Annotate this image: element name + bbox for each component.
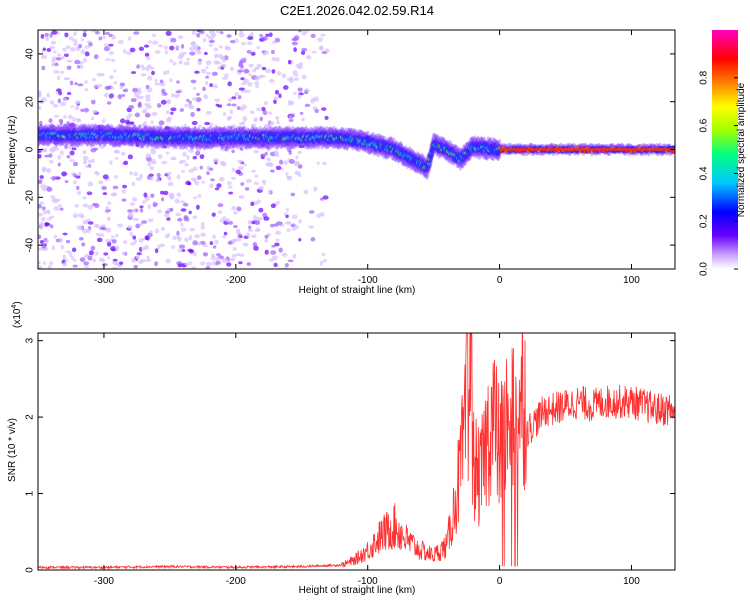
y-tick-label: 2	[25, 414, 36, 420]
colorbar-tick-label: 0.0	[699, 262, 710, 276]
y-tick-label: 1	[25, 490, 36, 496]
snr-y-axis-label: SNR (10 * v/v)	[7, 418, 18, 482]
colorbar-label: Normalized spectral amplitude	[736, 82, 747, 217]
spectrogram-y-axis-label: Frequency (Hz)	[7, 116, 18, 185]
snr-series-line	[38, 333, 675, 570]
spectrogram-x-ticks: -300 -200 -100 0 100	[94, 30, 640, 286]
colorbar-ticks: 0.0 0.2 0.4 0.6 0.8	[699, 70, 738, 276]
snr-y-ticks: 0 1 2 3	[25, 337, 675, 573]
colorbar-gradient	[712, 30, 738, 269]
snr-x-ticks: -300 -200 -100 0 100	[94, 333, 640, 587]
y-tick-label: 3	[25, 337, 36, 343]
colorbar-tick-label: 0.2	[699, 214, 710, 228]
colorbar-tick-label: 0.6	[699, 118, 710, 132]
y-tick-label: -40	[25, 237, 36, 252]
y-tick-label: 40	[25, 48, 36, 60]
x-tick-label: 0	[497, 275, 503, 286]
y-tick-label: 0	[25, 567, 36, 573]
x-tick-label: -200	[226, 275, 246, 286]
snr-plot-area	[38, 333, 675, 570]
x-tick-label: 0	[497, 576, 503, 587]
snr-scale-label: (x104)	[11, 301, 23, 328]
x-tick-label: -100	[358, 275, 378, 286]
x-tick-label: -300	[94, 576, 114, 587]
x-tick-label: 100	[623, 576, 640, 587]
x-tick-label: -100	[358, 576, 378, 587]
snr-x-axis-label: Height of straight line (km)	[299, 585, 416, 596]
spectrogram-x-axis-label: Height of straight line (km)	[299, 285, 416, 296]
y-tick-label: 0	[25, 146, 36, 152]
snr-panel: -300 -200 -100 0 100 0 1 2 3 Height of straight…	[7, 301, 676, 596]
x-tick-label: -300	[94, 275, 114, 286]
colorbar: 0.0 0.2 0.4 0.6 0.8 Normalized spectral ampl…	[699, 30, 747, 276]
snr-frame	[37, 332, 676, 571]
colorbar-tick-label: 0.8	[699, 70, 710, 84]
x-tick-label: 100	[623, 275, 640, 286]
x-tick-label: -200	[226, 576, 246, 587]
spectrogram-y-ticks: -40 -20 0 20 40	[25, 48, 675, 252]
colorbar-tick-label: 0.4	[699, 166, 710, 180]
y-tick-label: -20	[25, 190, 36, 205]
y-tick-label: 20	[25, 96, 36, 108]
chart-title: C2E1.2026.042.02.59.R14	[280, 3, 434, 18]
spectrogram-heatmap	[38, 30, 675, 269]
